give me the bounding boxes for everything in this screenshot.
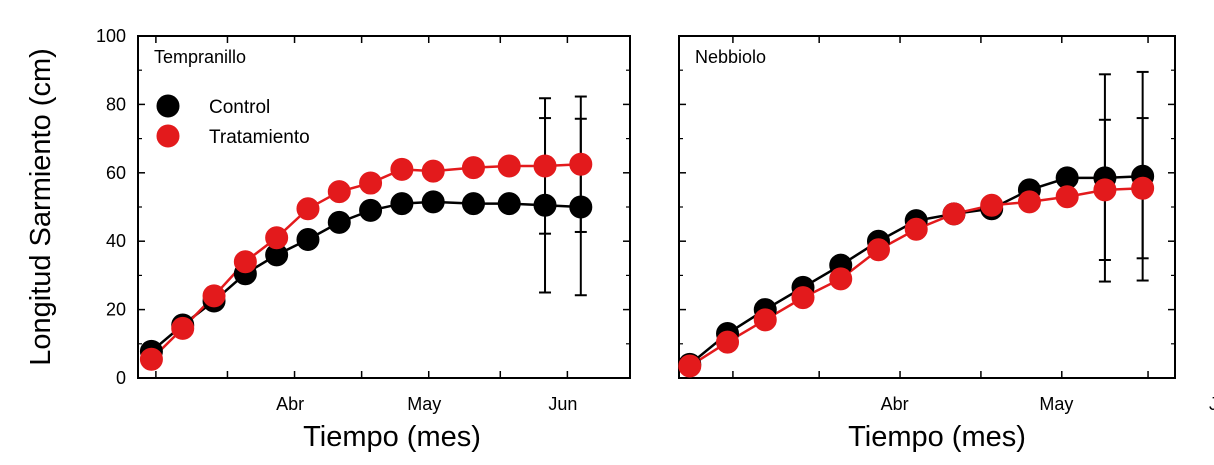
- series-line-control: [150, 200, 581, 353]
- data-point-tratamiento: [753, 308, 777, 332]
- data-point-tratamiento: [1055, 185, 1079, 209]
- data-point-tratamiento: [296, 197, 320, 221]
- data-point-control: [390, 192, 414, 216]
- y-tick-label: 80: [106, 94, 126, 114]
- x-tick-label: May: [1039, 394, 1073, 414]
- panel-title: Nebbiolo: [695, 47, 766, 67]
- y-tick-label: 100: [96, 26, 126, 46]
- y-tick-label: 20: [106, 300, 126, 320]
- legend-label-control: Control: [209, 97, 270, 118]
- panel-tempranillo: Tempranillo Tiempo (mes) 0 20 40 60 80 100 Abr…: [96, 26, 631, 453]
- legend: Control Tratamiento: [156, 94, 310, 148]
- data-point-tratamiento: [390, 157, 414, 181]
- data-point-tratamiento: [265, 226, 289, 250]
- y-tick-label: 40: [106, 231, 126, 251]
- y-tick-label: 0: [116, 368, 126, 388]
- data-point-control: [533, 193, 557, 217]
- data-point-tratamiento: [716, 330, 740, 354]
- data-point-tratamiento: [980, 193, 1004, 217]
- data-point-control: [296, 227, 320, 251]
- data-point-tratamiento: [359, 171, 383, 195]
- legend-marker-tratamiento: [156, 124, 180, 148]
- data-point-tratamiento: [866, 238, 890, 262]
- panel-nebbiolo: Nebbiolo Tiempo (mes) Abr May Jun: [678, 35, 1214, 453]
- x-tick-label: Abr: [881, 394, 909, 414]
- y-tick-label: 60: [106, 163, 126, 183]
- data-point-control: [497, 192, 521, 216]
- data-point-control: [569, 195, 593, 219]
- data-point-tratamiento: [533, 154, 557, 178]
- panel-title: Tempranillo: [154, 47, 246, 67]
- legend-label-tratamiento: Tratamiento: [209, 127, 310, 148]
- x-axis-title: Tiempo (mes): [303, 421, 481, 453]
- x-tick-label: Abr: [276, 394, 304, 414]
- data-point-control: [359, 198, 383, 222]
- data-point-tratamiento: [791, 286, 815, 310]
- data-point-tratamiento: [942, 202, 966, 226]
- data-point-tratamiento: [202, 284, 226, 308]
- x-tick-label: Jun: [1209, 394, 1214, 414]
- data-point-tratamiento: [139, 347, 163, 371]
- data-point-tratamiento: [678, 354, 702, 378]
- x-axis-title: Tiempo (mes): [848, 421, 1026, 453]
- data-point-control: [327, 210, 351, 234]
- legend-marker-control: [156, 94, 180, 118]
- data-point-tratamiento: [233, 250, 257, 274]
- data-point-tratamiento: [1017, 190, 1041, 214]
- data-point-control: [461, 192, 485, 216]
- data-point-tratamiento: [829, 267, 853, 291]
- data-point-tratamiento: [1093, 178, 1117, 202]
- y-axis-title: Longitud Sarmiento (cm): [25, 48, 57, 366]
- data-point-control: [421, 190, 445, 214]
- data-point-tratamiento: [1131, 176, 1155, 200]
- data-point-tratamiento: [904, 217, 928, 241]
- x-tick-label: Jun: [548, 394, 577, 414]
- data-point-tratamiento: [171, 316, 195, 340]
- data-point-tratamiento: [421, 159, 445, 183]
- data-point-tratamiento: [461, 156, 485, 180]
- data-point-tratamiento: [497, 154, 521, 178]
- data-point-tratamiento: [569, 152, 593, 176]
- x-tick-label: May: [407, 394, 441, 414]
- data-point-tratamiento: [327, 180, 351, 204]
